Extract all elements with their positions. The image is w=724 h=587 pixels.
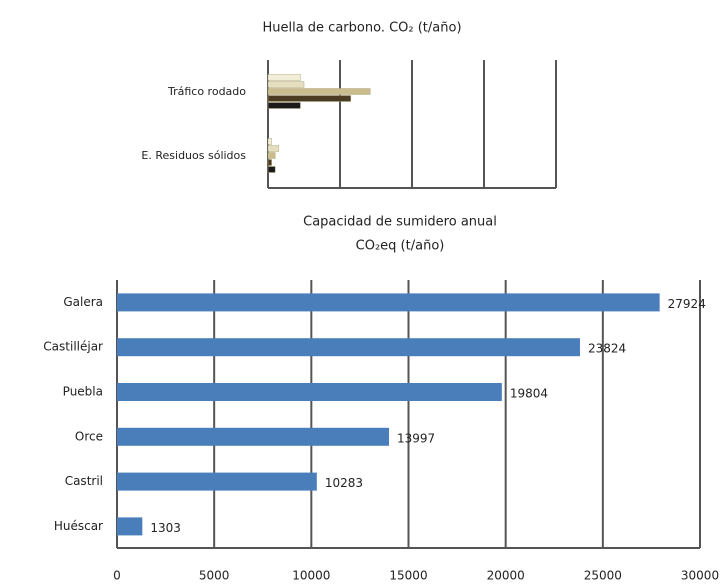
data-label: 19804 bbox=[510, 387, 548, 401]
bar bbox=[267, 95, 352, 102]
x-tick-label: 20000 bbox=[487, 569, 525, 583]
category-label: Castril bbox=[65, 474, 103, 488]
bar bbox=[267, 88, 371, 95]
x-tick-label: 15000 bbox=[389, 569, 427, 583]
category-label: Huéscar bbox=[54, 519, 103, 533]
chart-title: CO₂eq (t/año) bbox=[356, 239, 445, 254]
bar bbox=[117, 472, 317, 491]
bar bbox=[117, 383, 502, 401]
data-label: 27924 bbox=[668, 297, 706, 311]
chart-title: Capacidad de sumidero anual bbox=[303, 215, 497, 230]
bar bbox=[267, 166, 276, 173]
x-tick-label: 0 bbox=[113, 569, 121, 583]
category-label: Tráfico rodado bbox=[167, 85, 246, 98]
bar bbox=[117, 517, 143, 536]
bar bbox=[117, 293, 660, 312]
category-label: E. Residuos sólidos bbox=[141, 149, 246, 162]
x-tick-label: 30000 bbox=[681, 569, 719, 583]
bar bbox=[267, 74, 301, 81]
category-label: Galera bbox=[63, 295, 103, 309]
category-label: Puebla bbox=[63, 385, 103, 399]
x-tick-label: 25000 bbox=[584, 569, 622, 583]
data-label: 1303 bbox=[150, 521, 181, 535]
bar bbox=[117, 338, 580, 357]
x-tick-label: 5000 bbox=[199, 569, 230, 583]
bar bbox=[267, 152, 276, 159]
data-label: 23824 bbox=[588, 342, 626, 356]
x-tick-label: 10000 bbox=[292, 569, 330, 583]
data-label: 13997 bbox=[397, 431, 435, 445]
category-label: Orce bbox=[75, 429, 103, 443]
bar bbox=[267, 102, 301, 109]
chart-title: Huella de carbono. CO₂ (t/año) bbox=[262, 21, 461, 36]
bar bbox=[267, 145, 280, 152]
bar bbox=[117, 427, 390, 446]
bar bbox=[267, 159, 272, 166]
bar bbox=[267, 81, 305, 88]
data-label: 10283 bbox=[325, 476, 363, 490]
category-label: Castilléjar bbox=[43, 340, 103, 354]
bar bbox=[267, 138, 272, 145]
